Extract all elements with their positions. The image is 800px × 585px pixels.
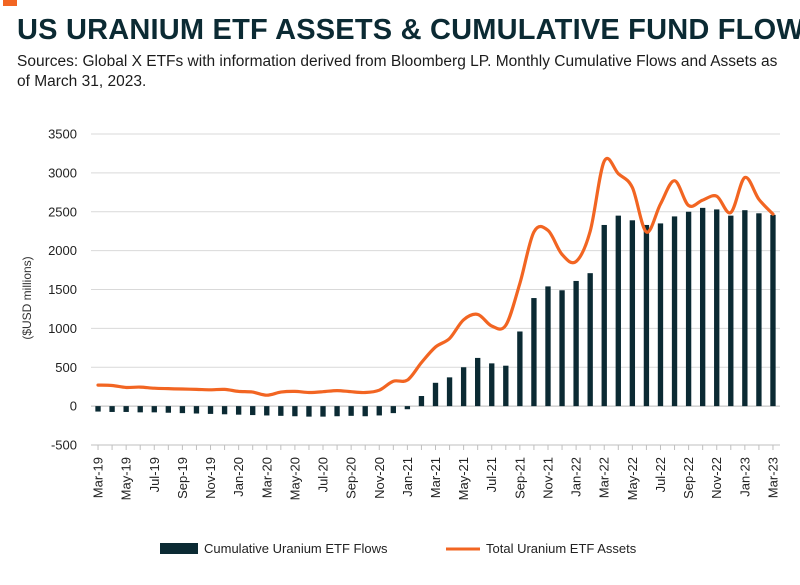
flow-bar xyxy=(742,210,748,407)
x-tick-label: Mar-19 xyxy=(91,457,106,498)
flow-bar xyxy=(545,286,551,407)
x-tick-label: Nov-20 xyxy=(372,457,387,499)
flow-bar xyxy=(348,406,354,416)
flow-bar xyxy=(517,331,523,407)
flow-bar xyxy=(657,223,664,407)
flow-bar xyxy=(137,406,143,413)
flow-bar xyxy=(179,406,186,414)
flow-bar xyxy=(320,406,326,417)
x-tick-label: Mar-20 xyxy=(259,457,274,498)
assets-line xyxy=(96,156,775,397)
flow-bar xyxy=(151,406,157,413)
flow-bar xyxy=(306,406,312,417)
flow-bar xyxy=(531,298,537,407)
flow-bar xyxy=(756,213,762,407)
legend: Cumulative Uranium ETF Flows Total Urani… xyxy=(160,541,637,556)
flow-bar xyxy=(95,406,101,412)
x-tick-label: Mar-22 xyxy=(597,457,612,498)
y-tick-label: 500 xyxy=(55,360,77,375)
grid-lines xyxy=(91,133,780,446)
page-subtitle: Sources: Global X ETFs with information … xyxy=(17,53,778,90)
y-tick-label: 2500 xyxy=(48,204,77,219)
x-tick-label: Mar-23 xyxy=(766,457,781,498)
y-tick-label: 2000 xyxy=(48,243,77,258)
x-tick-label: Jan-23 xyxy=(737,457,752,497)
legend-swatch-flows xyxy=(160,543,198,554)
legend-label-assets: Total Uranium ETF Assets xyxy=(486,541,637,556)
y-tick-label: -500 xyxy=(51,438,77,453)
x-tick-label: Nov-22 xyxy=(709,457,724,499)
flow-bar xyxy=(362,406,368,417)
flow-bar xyxy=(221,406,228,415)
flow-bar xyxy=(404,406,411,410)
flow-bar xyxy=(629,220,636,407)
flow-bar xyxy=(559,290,565,407)
flow-bar xyxy=(685,211,692,407)
x-tick-label: Jan-21 xyxy=(400,457,415,497)
flow-bar xyxy=(292,406,298,417)
x-tick-label: Jul-22 xyxy=(653,457,668,492)
flow-bar xyxy=(601,224,607,407)
x-tick-label: Jul-20 xyxy=(316,457,331,492)
y-tick-label: 0 xyxy=(70,399,77,414)
x-tick-label: Sep-19 xyxy=(175,457,190,499)
flow-bar xyxy=(503,365,509,407)
flow-bar xyxy=(615,215,621,407)
y-tick-label: 3000 xyxy=(48,165,77,180)
x-tick-label: May-20 xyxy=(287,457,302,500)
legend-label-flows: Cumulative Uranium ETF Flows xyxy=(204,541,388,556)
y-tick-label: 1000 xyxy=(48,321,77,336)
x-tick-label: Jan-22 xyxy=(569,457,584,497)
flow-bar xyxy=(334,406,340,417)
page-title: US URANIUM ETF ASSETS & CUMULATIVE FUND … xyxy=(17,14,800,46)
x-tick-label: May-19 xyxy=(119,457,134,500)
flow-bar xyxy=(714,209,720,407)
x-tick-label: Nov-21 xyxy=(541,457,556,499)
x-axis-ticks: Mar-19 May-19 Jul-19 Sep-19 Nov-19 Jan-20 Mar-… xyxy=(91,444,781,500)
flow-bar xyxy=(376,406,382,416)
x-tick-label: Jan-20 xyxy=(231,457,246,497)
flow-bar xyxy=(193,406,200,414)
flow-bar xyxy=(460,367,467,407)
flow-bar xyxy=(699,207,706,407)
y-axis-label: ($USD millions) xyxy=(20,256,34,339)
x-tick-label: Sep-20 xyxy=(344,457,359,499)
x-tick-label: May-22 xyxy=(625,457,640,500)
flow-bar xyxy=(390,406,396,414)
flows-bars xyxy=(95,207,776,417)
assets-line-layer xyxy=(96,156,775,397)
flow-bar xyxy=(446,377,453,407)
flow-bar xyxy=(109,406,115,412)
flow-bar xyxy=(643,224,650,407)
flow-bar xyxy=(123,406,129,412)
x-tick-label: Jul-21 xyxy=(484,457,499,492)
x-tick-label: Mar-21 xyxy=(428,457,443,498)
y-tick-label: 1500 xyxy=(48,282,77,297)
x-tick-label: Nov-19 xyxy=(203,457,218,499)
flow-bar xyxy=(207,406,214,414)
flow-bar xyxy=(573,280,579,407)
x-tick-label: Jul-19 xyxy=(147,457,162,492)
y-axis-ticks: -500 0 500 1000 1500 2000 2500 3000 3500 xyxy=(48,127,77,453)
flow-bar xyxy=(235,406,242,415)
flow-bar xyxy=(418,396,425,407)
flow-bar xyxy=(587,273,593,407)
flow-bar xyxy=(165,406,172,413)
flow-bar xyxy=(264,406,270,416)
flow-bar xyxy=(250,406,256,416)
flow-bar xyxy=(278,406,284,416)
x-tick-label: May-21 xyxy=(456,457,471,500)
flow-bar xyxy=(432,382,439,407)
y-tick-label: 3500 xyxy=(48,127,77,142)
flow-bar xyxy=(475,357,481,407)
flow-bar xyxy=(728,215,734,407)
flow-bar xyxy=(489,363,495,407)
x-tick-label: Sep-21 xyxy=(512,457,527,499)
flow-bar xyxy=(671,216,678,407)
x-tick-label: Sep-22 xyxy=(681,457,696,499)
flow-bar xyxy=(770,214,776,407)
brand-accent-mark xyxy=(3,0,17,6)
